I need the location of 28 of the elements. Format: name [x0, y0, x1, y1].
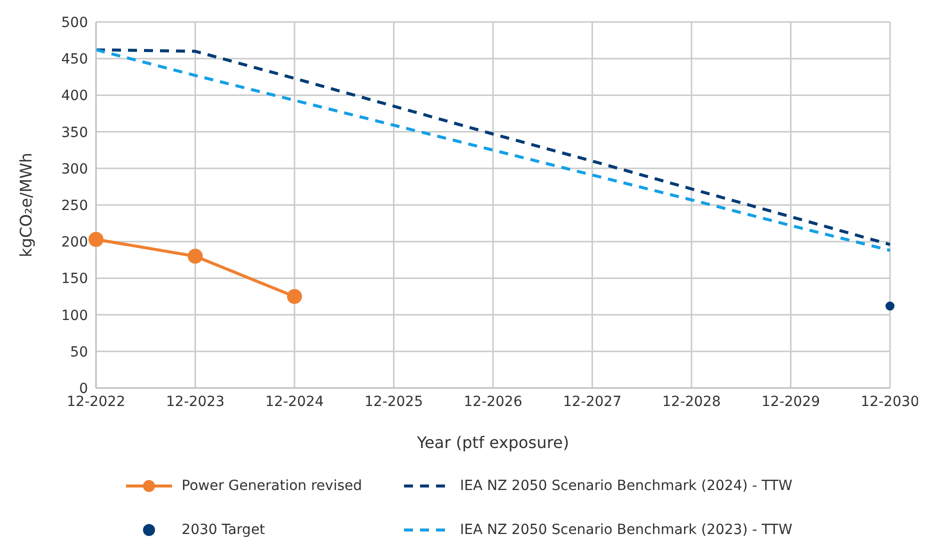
point	[88, 232, 104, 247]
legend-label: IEA NZ 2050 Scenario Benchmark (2023) - TTW	[460, 522, 792, 538]
legend-label: IEA NZ 2050 Scenario Benchmark (2024) - TTW	[460, 478, 792, 494]
y-tick-label: 500	[61, 14, 88, 31]
y-tick-label: 200	[61, 234, 88, 251]
y-tick-label: 100	[61, 308, 88, 324]
x-tick-label: 12-2030	[860, 394, 920, 410]
y-tick-label: 350	[61, 124, 88, 141]
point	[287, 289, 302, 304]
y-tick-label: 50	[70, 344, 88, 360]
x-tick-label: 12-2025	[364, 394, 423, 410]
y-axis-title: kgCO₂e/MWh	[16, 152, 36, 258]
legend-label: Power Generation revised	[182, 478, 362, 494]
y-tick-label: 400	[61, 88, 88, 104]
point	[885, 302, 895, 311]
x-tick-label: 12-2024	[265, 394, 324, 410]
point	[188, 248, 203, 264]
x-tick-label: 12-2026	[464, 394, 522, 410]
x-tick-label: 12-2027	[563, 394, 622, 410]
x-tick-label: 12-2023	[166, 394, 224, 410]
y-tick-label: 250	[61, 198, 88, 214]
y-tick-label: 450	[61, 52, 88, 68]
y-tick-label: 150	[61, 271, 88, 288]
x-tick-label: 12-2029	[762, 394, 820, 410]
x-tick-label: 12-2028	[662, 394, 721, 410]
y-tick-label: 300	[61, 161, 88, 178]
legend-label: 2030 Target	[182, 522, 266, 538]
x-axis-title: Year (ptf exposure)	[416, 433, 570, 452]
